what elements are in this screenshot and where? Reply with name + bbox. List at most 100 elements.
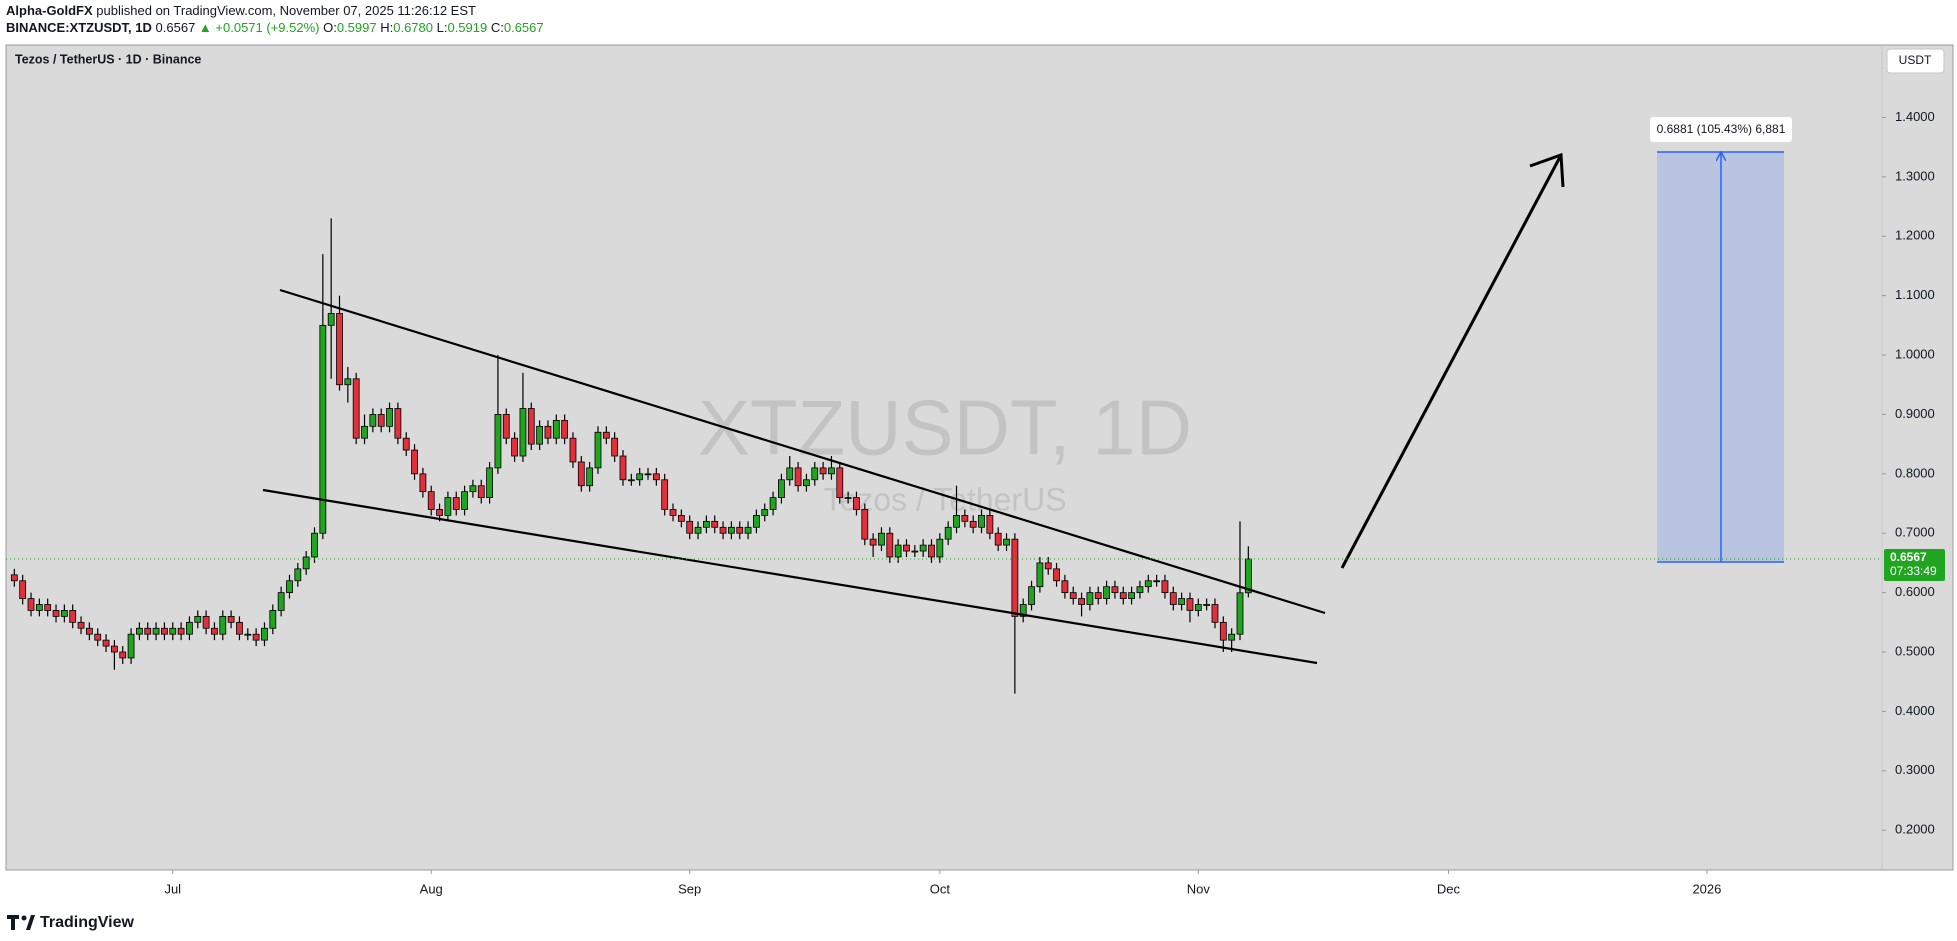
- candle-body: [102, 639, 110, 647]
- arrow-line: [1340, 156, 1562, 569]
- candle-body: [144, 627, 152, 635]
- candle-body: [1194, 604, 1202, 611]
- candle-body: [986, 515, 994, 534]
- candle-body: [636, 473, 644, 481]
- candle-body: [419, 473, 427, 493]
- candle-body: [928, 544, 935, 558]
- candle-body: [1144, 580, 1152, 588]
- candle-body: [811, 467, 819, 481]
- candle-body: [594, 431, 602, 469]
- candle-body: [569, 437, 577, 463]
- y-tick-label: 0.9000: [1895, 406, 1935, 421]
- candle-body: [502, 414, 510, 439]
- candle-body: [1178, 598, 1186, 605]
- chart-title: Tezos / TetherUS · 1D · Binance: [15, 52, 201, 66]
- candle-body: [19, 580, 27, 599]
- candle-body: [878, 532, 885, 546]
- candle-body: [719, 526, 727, 534]
- y-tick-label: 1.3000: [1895, 168, 1935, 183]
- watermark-symbol: XTZUSDT, 1D: [698, 384, 1192, 472]
- candle-body: [1219, 621, 1227, 641]
- candle-body: [85, 627, 93, 635]
- candle-body: [486, 467, 493, 498]
- candle-body: [619, 455, 627, 481]
- h-label: H:: [380, 20, 393, 35]
- y-tick-label: 0.5000: [1895, 643, 1935, 658]
- candle-body: [778, 479, 785, 498]
- candle-body: [711, 520, 719, 528]
- c: 0.6567: [504, 20, 544, 35]
- candle-body: [1136, 586, 1144, 594]
- candle-body: [1003, 538, 1010, 546]
- x-tick-label: Aug: [420, 881, 443, 896]
- candle-body: [319, 324, 327, 534]
- currency: USDT: [1899, 53, 1932, 67]
- candle-body: [286, 580, 293, 594]
- candle-body: [994, 532, 1002, 546]
- candle-body: [602, 431, 610, 439]
- candle-body: [736, 526, 744, 534]
- y-tick-label: 0.4000: [1895, 703, 1935, 718]
- candle-body: [1069, 592, 1077, 599]
- candle-body: [761, 509, 769, 516]
- candle-body: [494, 414, 502, 469]
- o-label: O:: [323, 20, 337, 35]
- candle-body: [469, 485, 477, 493]
- candle-body: [35, 604, 43, 611]
- panel: [5, 44, 1954, 871]
- candle-body: [727, 526, 735, 534]
- candle-body: [669, 509, 677, 516]
- published: published on TradingView.com, November 0…: [96, 3, 476, 18]
- y-tick-label: 0.3000: [1895, 762, 1935, 777]
- candle-body: [60, 610, 68, 617]
- candle-body: [661, 479, 669, 510]
- candle-body: [1086, 592, 1094, 605]
- candle-body: [886, 532, 894, 558]
- candle-body: [1153, 580, 1161, 583]
- candle-body: [177, 627, 185, 635]
- candle-body: [744, 526, 752, 534]
- candle-body: [752, 515, 760, 528]
- candle-body: [511, 437, 519, 457]
- candle-body: [836, 467, 844, 498]
- y-tick-label: 1.0000: [1895, 346, 1935, 361]
- logo-dot: [21, 915, 27, 921]
- lower-trendline: [262, 488, 1318, 665]
- candle-body: [302, 556, 310, 570]
- candle-body: [803, 479, 810, 487]
- candle-body: [527, 408, 535, 445]
- candle-body: [1061, 580, 1069, 594]
- candle-body: [911, 550, 919, 553]
- arrow-head: [1529, 152, 1565, 188]
- y-tick-label: 0.8000: [1895, 465, 1935, 480]
- y-tick-label: 1.2000: [1895, 228, 1935, 243]
- o: 0.5997: [337, 20, 377, 35]
- candle-body: [402, 437, 410, 451]
- candle-body: [552, 419, 560, 439]
- candle-body: [327, 313, 335, 326]
- candle-body: [361, 425, 368, 439]
- candle-body: [586, 467, 594, 487]
- candle-body: [677, 515, 685, 522]
- candle-body: [161, 627, 168, 635]
- candle-body: [411, 449, 418, 475]
- currency-box[interactable]: [1886, 48, 1945, 74]
- candle-body: [694, 526, 702, 534]
- candle-body: [561, 419, 569, 439]
- candle-body: [77, 621, 85, 629]
- candle-body: [611, 437, 619, 457]
- candle-body: [936, 538, 944, 558]
- author: Alpha-GoldFX: [6, 3, 93, 18]
- candle-body: [686, 520, 694, 534]
- candle-body: [769, 497, 777, 510]
- candle-body: [294, 568, 302, 582]
- candle-body: [261, 627, 268, 641]
- candle-body: [352, 378, 360, 439]
- candle-body: [277, 592, 285, 611]
- candle-body: [311, 532, 318, 558]
- watermark: XTZUSDT, 1D Tezos / TetherUS: [698, 384, 1192, 518]
- candle-body: [844, 497, 852, 499]
- candle-body: [978, 515, 985, 528]
- candle-body: [52, 610, 60, 617]
